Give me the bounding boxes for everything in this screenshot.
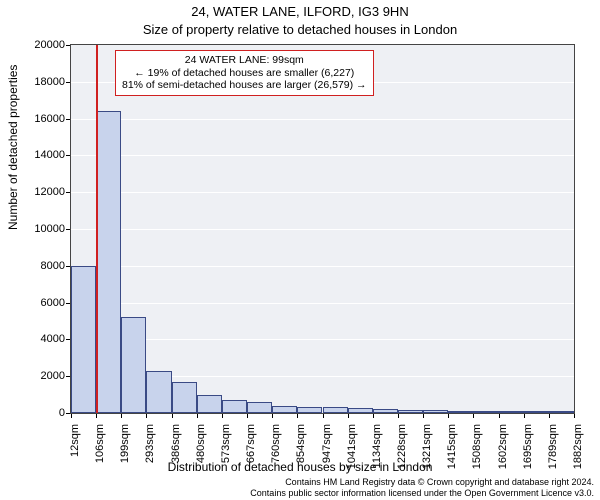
ytick-label: 16000 — [5, 113, 65, 125]
histogram-bar — [71, 266, 96, 413]
xtick-label: 667sqm — [245, 424, 257, 463]
annotation-box: 24 WATER LANE: 99sqm ← 19% of detached h… — [115, 50, 374, 96]
histogram-bar — [473, 411, 498, 413]
annotation-line1: 24 WATER LANE: 99sqm — [122, 54, 367, 67]
histogram-bar — [524, 411, 549, 413]
xtick-label: 480sqm — [195, 424, 207, 463]
chart-title: 24, WATER LANE, ILFORD, IG3 9HN — [0, 4, 600, 19]
ytick-label: 12000 — [5, 186, 65, 198]
ytick-label: 0 — [5, 407, 65, 419]
xtick-label: 573sqm — [220, 424, 232, 463]
xtick-label: 760sqm — [270, 424, 282, 463]
histogram-bar — [172, 382, 197, 413]
chart-container: 24, WATER LANE, ILFORD, IG3 9HN Size of … — [0, 0, 600, 500]
annotation-line2: ← 19% of detached houses are smaller (6,… — [122, 67, 367, 80]
histogram-bar — [146, 371, 171, 413]
highlight-line — [96, 45, 98, 413]
histogram-bar — [423, 410, 448, 413]
histogram-bar — [96, 111, 121, 413]
xtick-label: 386sqm — [170, 424, 182, 463]
ytick-label: 4000 — [5, 333, 65, 345]
histogram-bar — [247, 402, 272, 413]
footer-text: Contains HM Land Registry data © Crown c… — [250, 477, 594, 498]
histogram-bar — [499, 411, 524, 413]
ytick-label: 18000 — [5, 76, 65, 88]
histogram-bar — [272, 406, 297, 413]
ytick-label: 2000 — [5, 370, 65, 382]
footer-line1: Contains HM Land Registry data © Crown c… — [250, 477, 594, 487]
chart-subtitle: Size of property relative to detached ho… — [0, 22, 600, 37]
histogram-bar — [549, 411, 574, 413]
plot-area — [70, 44, 575, 414]
histogram-bar — [323, 407, 348, 413]
histogram-bar — [297, 407, 322, 413]
ytick-label: 6000 — [5, 297, 65, 309]
xtick-label: 293sqm — [144, 424, 156, 463]
histogram-bar — [348, 408, 373, 413]
histogram-bar — [373, 409, 398, 413]
y-axis-label: Number of detached properties — [6, 65, 20, 230]
ytick-label: 20000 — [5, 39, 65, 51]
histogram-bar — [448, 411, 473, 413]
histogram-bar — [398, 410, 423, 413]
x-axis-label: Distribution of detached houses by size … — [0, 460, 600, 474]
xtick-label: 199sqm — [119, 424, 131, 463]
xtick-label: 12sqm — [69, 424, 81, 457]
ytick-label: 14000 — [5, 149, 65, 161]
xtick-label: 854sqm — [295, 424, 307, 463]
ytick-label: 8000 — [5, 260, 65, 272]
histogram-bar — [121, 317, 146, 413]
ytick-label: 10000 — [5, 223, 65, 235]
annotation-line3: 81% of semi-detached houses are larger (… — [122, 79, 367, 92]
xtick-label: 947sqm — [321, 424, 333, 463]
histogram-bar — [222, 400, 247, 413]
histogram-bar — [197, 395, 222, 413]
footer-line2: Contains public sector information licen… — [250, 488, 594, 498]
xtick-label: 106sqm — [94, 424, 106, 463]
